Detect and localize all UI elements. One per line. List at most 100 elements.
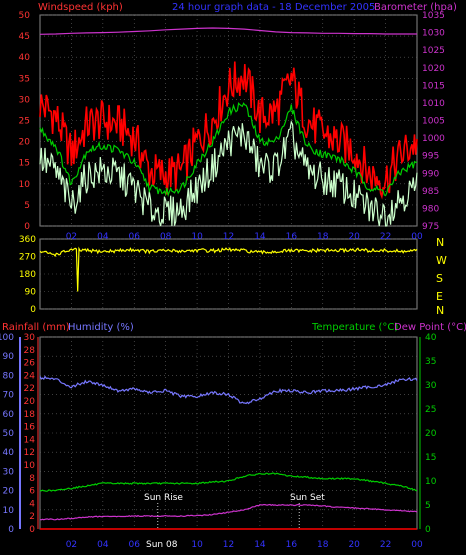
wind-min-series-line — [39, 119, 418, 227]
rainfall-tick-16: 16 — [24, 423, 36, 433]
rainfall-tick-20: 20 — [24, 397, 36, 407]
humidity-tick-20: 20 — [3, 487, 15, 497]
humidity-x-tick-06: 06 — [129, 540, 141, 550]
direction-tick-0: 0 — [30, 305, 36, 315]
barometer-axis-title: Barometer (hpa) — [374, 2, 457, 13]
temperature-tick-30: 30 — [425, 381, 437, 391]
humidity-tick-0: 0 — [8, 525, 14, 535]
humidity-x-tick-14: 14 — [254, 540, 266, 550]
windspeed-tick-10: 10 — [19, 180, 31, 190]
direction-tick-90: 90 — [25, 288, 37, 298]
humidity-axis-title: Humidity (%) — [68, 322, 134, 333]
humidity-tick-50: 50 — [3, 429, 15, 439]
humidity-tick-40: 40 — [3, 448, 15, 458]
windspeed-tick-20: 20 — [19, 138, 31, 148]
humidity-x-tick-18: 18 — [317, 540, 329, 550]
humidity-x-tick-02: 02 — [66, 540, 77, 550]
gust-series-line — [39, 61, 418, 200]
humidity-tick-60: 60 — [3, 410, 15, 420]
barometer-tick-1025: 1025 — [422, 46, 445, 56]
temperature-tick-20: 20 — [425, 429, 437, 439]
rainfall-tick-24: 24 — [24, 371, 36, 381]
humidity-tick-100: 100 — [0, 333, 14, 343]
humidity-tick-30: 30 — [3, 467, 15, 477]
barometer-series-line — [39, 27, 417, 35]
barometer-tick-1030: 1030 — [422, 29, 445, 39]
compass-n-bottom: N — [436, 304, 444, 317]
rainfall-tick-8: 8 — [29, 474, 35, 484]
barometer-tick-990: 990 — [422, 169, 439, 179]
temperature-tick-40: 40 — [425, 333, 437, 343]
temperature-tick-10: 10 — [425, 477, 437, 487]
humidity-x-tick-00: 00 — [411, 540, 423, 550]
rainfall-tick-10: 10 — [24, 461, 36, 471]
humidity-x-tick-20: 20 — [348, 540, 360, 550]
rainfall-tick-4: 4 — [29, 499, 35, 509]
temperature-tick-5: 5 — [425, 501, 431, 511]
sunset-label: Sun Set — [290, 493, 325, 503]
windspeed-tick-25: 25 — [19, 117, 30, 127]
dewpoint-series-line — [39, 503, 418, 521]
humidity-tick-80: 80 — [3, 371, 15, 381]
wind-x-tick-14: 14 — [254, 232, 266, 242]
chart-date-title: 24 hour graph data - 18 December 2005 — [172, 2, 375, 13]
wind-x-tick-10: 10 — [191, 232, 203, 242]
temperature-tick-35: 35 — [425, 357, 436, 367]
compass-e: E — [436, 290, 443, 303]
rainfall-tick-2: 2 — [29, 512, 35, 522]
rainfall-tick-30: 30 — [24, 333, 36, 343]
windspeed-tick-40: 40 — [19, 53, 31, 63]
temperature-tick-25: 25 — [425, 405, 436, 415]
sun-axis-label: Sun 08 — [146, 540, 178, 550]
humidity-tick-90: 90 — [3, 352, 15, 362]
wind-x-tick-06: 06 — [129, 232, 141, 242]
humidity-x-tick-10: 10 — [191, 540, 203, 550]
barometer-tick-1000: 1000 — [422, 134, 445, 144]
barometer-tick-995: 995 — [422, 152, 439, 162]
wind-x-tick-12: 12 — [223, 232, 234, 242]
temperature-tick-0: 0 — [425, 525, 431, 535]
wind-x-tick-00: 00 — [411, 232, 423, 242]
windspeed-tick-35: 35 — [19, 74, 30, 84]
sunrise-label: Sun Rise — [144, 493, 183, 503]
wind-x-tick-20: 20 — [348, 232, 360, 242]
windspeed-tick-45: 45 — [19, 32, 30, 42]
barometer-tick-1010: 1010 — [422, 99, 445, 109]
windspeed-tick-30: 30 — [19, 95, 31, 105]
rainfall-tick-6: 6 — [29, 487, 35, 497]
barometer-tick-1035: 1035 — [422, 11, 445, 21]
barometer-tick-980: 980 — [422, 204, 439, 214]
rainfall-tick-12: 12 — [24, 448, 35, 458]
compass-n-top: N — [436, 236, 444, 249]
rainfall-axis-title: Rainfall (mm) — [2, 322, 70, 333]
barometer-tick-1020: 1020 — [422, 64, 445, 74]
humidity-x-tick-22: 22 — [380, 540, 391, 550]
direction-tick-270: 270 — [19, 253, 36, 263]
barometer-tick-975: 975 — [422, 222, 439, 232]
temperature-series-line — [39, 472, 418, 492]
humidity-x-tick-12: 12 — [223, 540, 234, 550]
temperature-tick-15: 15 — [425, 453, 436, 463]
average-wind-series-line — [39, 102, 418, 198]
rainfall-tick-22: 22 — [24, 384, 35, 394]
barometer-tick-1005: 1005 — [422, 117, 445, 127]
temperature-axis-title: Temperature (°C) — [311, 322, 398, 333]
wind-x-tick-04: 04 — [97, 232, 109, 242]
direction-tick-180: 180 — [19, 270, 36, 280]
compass-w: W — [436, 254, 447, 267]
compass-s: S — [436, 272, 443, 285]
rainfall-tick-14: 14 — [24, 435, 36, 445]
dewpoint-axis-title: Dew Point (°C) — [394, 322, 466, 333]
wind-x-tick-16: 16 — [286, 232, 298, 242]
windspeed-tick-5: 5 — [24, 201, 30, 211]
rainfall-tick-26: 26 — [24, 359, 36, 369]
wind-x-tick-02: 02 — [66, 232, 77, 242]
rainfall-tick-0: 0 — [29, 525, 35, 535]
wind-direction-series-line — [39, 246, 418, 292]
wind-x-tick-18: 18 — [317, 232, 329, 242]
humidity-tick-70: 70 — [3, 391, 15, 401]
direction-tick-360: 360 — [19, 235, 36, 245]
rainfall-tick-28: 28 — [24, 346, 36, 356]
barometer-tick-1015: 1015 — [422, 81, 445, 91]
